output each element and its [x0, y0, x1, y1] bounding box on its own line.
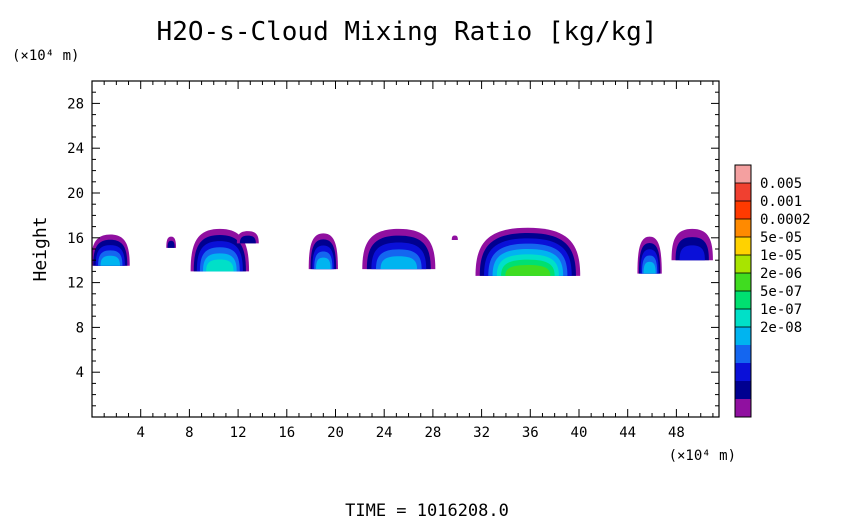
x-tick-label: 40	[571, 425, 588, 441]
colorbar-swatch	[735, 255, 751, 274]
cloud-contour-band	[100, 255, 121, 266]
x-tick-label: 16	[278, 425, 295, 441]
colorbar-label: 0.005	[760, 176, 802, 192]
cloud-contour-band	[643, 261, 656, 274]
x-tick-label: 24	[376, 425, 393, 441]
cloud-field	[92, 227, 713, 276]
colorbar-swatch	[735, 327, 751, 346]
y-unit-label: (×10⁴ m)	[12, 48, 79, 64]
y-axis-label: Height	[30, 216, 51, 281]
x-tick-label: 4	[136, 425, 144, 441]
colorbar-swatch	[735, 201, 751, 220]
x-tick-label: 48	[668, 425, 685, 441]
colorbar-swatch	[735, 363, 751, 382]
cloud-contour-band	[206, 259, 234, 272]
cloud-contour-band	[679, 245, 705, 261]
y-tick-label: 24	[67, 141, 84, 157]
colorbar-swatch	[735, 165, 751, 184]
colorbar-swatch	[735, 381, 751, 400]
cloud-contour-band	[316, 257, 331, 270]
x-tick-label: 20	[327, 425, 344, 441]
x-unit-label: (×10⁴ m)	[669, 448, 736, 464]
x-tick-label: 8	[185, 425, 193, 441]
x-tick-label: 44	[619, 425, 636, 441]
x-tick-label: 28	[424, 425, 441, 441]
colorbar-label: 1e-05	[760, 248, 802, 264]
y-tick-label: 28	[67, 96, 84, 112]
colorbar: 0.005 0.001 0.0002 5e-05 1e-05 2e-06 5e-07 1e-0…	[734, 164, 811, 418]
colorbar-swatch	[735, 219, 751, 238]
colorbar-label: 1e-07	[760, 302, 802, 318]
chart-title: H2O-s-Cloud Mixing Ratio [kg/kg]	[157, 17, 658, 47]
colorbar-label: 0.0002	[760, 212, 811, 228]
colorbar-swatch	[735, 309, 751, 328]
y-tick-label: 4	[76, 365, 84, 381]
y-tick-label: 12	[67, 276, 84, 292]
colorbar-label: 0.001	[760, 194, 802, 210]
y-tick-label: 20	[67, 186, 84, 202]
y-tick-label: 8	[76, 320, 84, 336]
cloud-contour-band	[505, 264, 551, 276]
colorbar-swatch	[735, 399, 751, 418]
colorbar-swatch	[735, 291, 751, 310]
cloud-contour-band	[239, 235, 256, 244]
colorbar-label: 5e-07	[760, 284, 802, 300]
cloud-contour-band	[451, 235, 458, 241]
x-tick-label: 36	[522, 425, 539, 441]
colorbar-swatch	[735, 345, 751, 364]
colorbar-swatch	[735, 237, 751, 256]
x-tick-label: 12	[230, 425, 247, 441]
colorbar-label: 2e-06	[760, 266, 802, 282]
colorbar-swatch	[735, 183, 751, 202]
x-tick-label: 32	[473, 425, 490, 441]
colorbar-label: 2e-08	[760, 320, 802, 336]
cloud-contour-band	[380, 256, 418, 270]
colorbar-label: 5e-05	[760, 230, 802, 246]
time-footer: TIME = 1016208.0	[345, 501, 509, 519]
y-tick-label: 16	[67, 231, 84, 247]
cloud-contour-band	[167, 240, 175, 248]
colorbar-swatch	[735, 273, 751, 292]
